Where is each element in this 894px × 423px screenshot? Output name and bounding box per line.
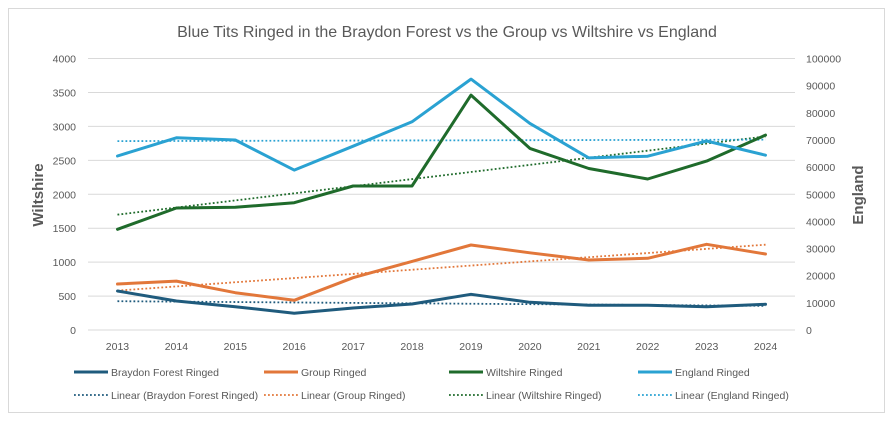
y-tick-label: 2000 [53, 189, 77, 201]
y-tick-label: 0 [70, 325, 76, 337]
y-tick-label: 3000 [53, 121, 77, 133]
y2-tick-label: 30000 [806, 244, 835, 256]
y-tick-label: 3500 [53, 87, 77, 99]
y2-tick-label: 80000 [806, 108, 835, 120]
x-tick-label: 2019 [459, 341, 483, 353]
legend-label: Group Ringed [301, 367, 367, 379]
x-tick-label: 2022 [636, 341, 660, 353]
gridlines [88, 58, 795, 331]
y-tick-label: 500 [58, 291, 76, 303]
series-lines [116, 77, 767, 315]
x-tick-label: 2015 [224, 341, 248, 353]
legend-label: England Ringed [675, 367, 750, 379]
series-line [116, 77, 767, 172]
y-tick-label: 4000 [53, 54, 77, 66]
legend: Braydon Forest Ringed Group Ringed Wiltshi… [74, 367, 789, 402]
legend-label: Linear (Wiltshire Ringed) [486, 390, 602, 402]
y2-tick-label: 70000 [806, 135, 835, 147]
y-axis-right-title: England [850, 165, 867, 224]
y2-tick-label: 100000 [806, 54, 841, 66]
legend-label: Wiltshire Ringed [486, 367, 563, 379]
x-tick-label: 2018 [400, 341, 424, 353]
y2-tick-label: 10000 [806, 298, 835, 310]
y-axis-left-title: Wiltshire [30, 163, 47, 226]
y-tick-label: 2500 [53, 155, 77, 167]
series-line [116, 93, 767, 231]
trendlines [117, 135, 766, 307]
y2-tick-label: 50000 [806, 189, 835, 201]
y2-tick-label: 0 [806, 325, 812, 337]
x-tick-label: 2023 [695, 341, 719, 353]
legend-label: Linear (Braydon Forest Ringed) [111, 390, 258, 402]
legend-label: Linear (England Ringed) [675, 390, 789, 402]
series-line [116, 289, 767, 315]
x-tick-label: 2014 [165, 341, 189, 353]
trendline [117, 243, 766, 292]
y2-tick-label: 90000 [806, 81, 835, 93]
legend-label: Linear (Group Ringed) [301, 390, 405, 402]
x-axis-ticks: 2013 2014 2015 2016 2017 2018 2019 2020 2021 2022… [106, 341, 778, 353]
y-axis-left-ticks: 0 500 1000 1500 2000 2500 3000 3500 4000 [53, 54, 77, 338]
y2-tick-label: 60000 [806, 162, 835, 174]
y2-tick-label: 20000 [806, 271, 835, 283]
x-tick-label: 2016 [283, 341, 307, 353]
y-tick-label: 1000 [53, 257, 77, 269]
x-tick-label: 2024 [754, 341, 778, 353]
x-tick-label: 2017 [341, 341, 365, 353]
x-tick-label: 2013 [106, 341, 130, 353]
chart-title: Blue Tits Ringed in the Braydon Forest v… [177, 24, 717, 41]
legend-label: Braydon Forest Ringed [111, 367, 219, 379]
trendline [117, 135, 766, 216]
y2-tick-label: 40000 [806, 216, 835, 228]
x-tick-label: 2021 [577, 341, 601, 353]
y-tick-label: 1500 [53, 223, 77, 235]
y-axis-right-ticks: 0 10000 20000 30000 40000 50000 60000 70000 8000… [806, 54, 841, 338]
x-tick-label: 2020 [518, 341, 542, 353]
series-line [116, 242, 767, 302]
